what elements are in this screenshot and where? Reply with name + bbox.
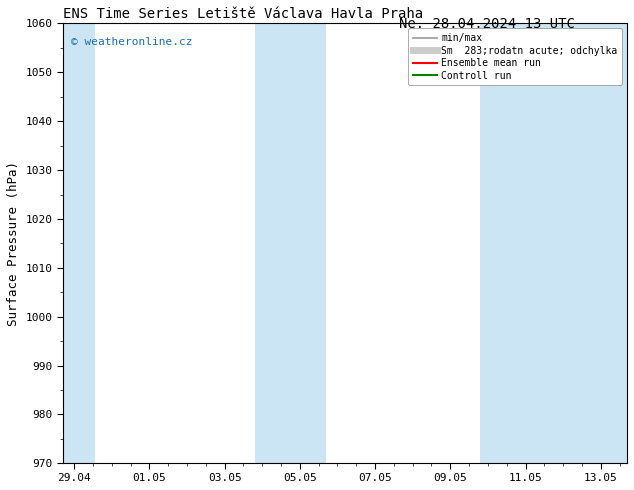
Bar <box>255 24 326 464</box>
Legend: min/max, Sm  283;rodatn acute; odchylka, Ensemble mean run, Controll run: min/max, Sm 283;rodatn acute; odchylka, … <box>408 28 622 85</box>
Text: © weatheronline.cz: © weatheronline.cz <box>72 37 193 47</box>
Text: Ne. 28.04.2024 13 UTC: Ne. 28.04.2024 13 UTC <box>399 17 575 31</box>
Y-axis label: Surface Pressure (hPa): Surface Pressure (hPa) <box>7 161 20 326</box>
Text: ENS Time Series Letiště Václava Havla Praha: ENS Time Series Letiště Václava Havla Pr… <box>63 7 423 21</box>
Bar <box>63 24 95 464</box>
Bar <box>481 24 627 464</box>
